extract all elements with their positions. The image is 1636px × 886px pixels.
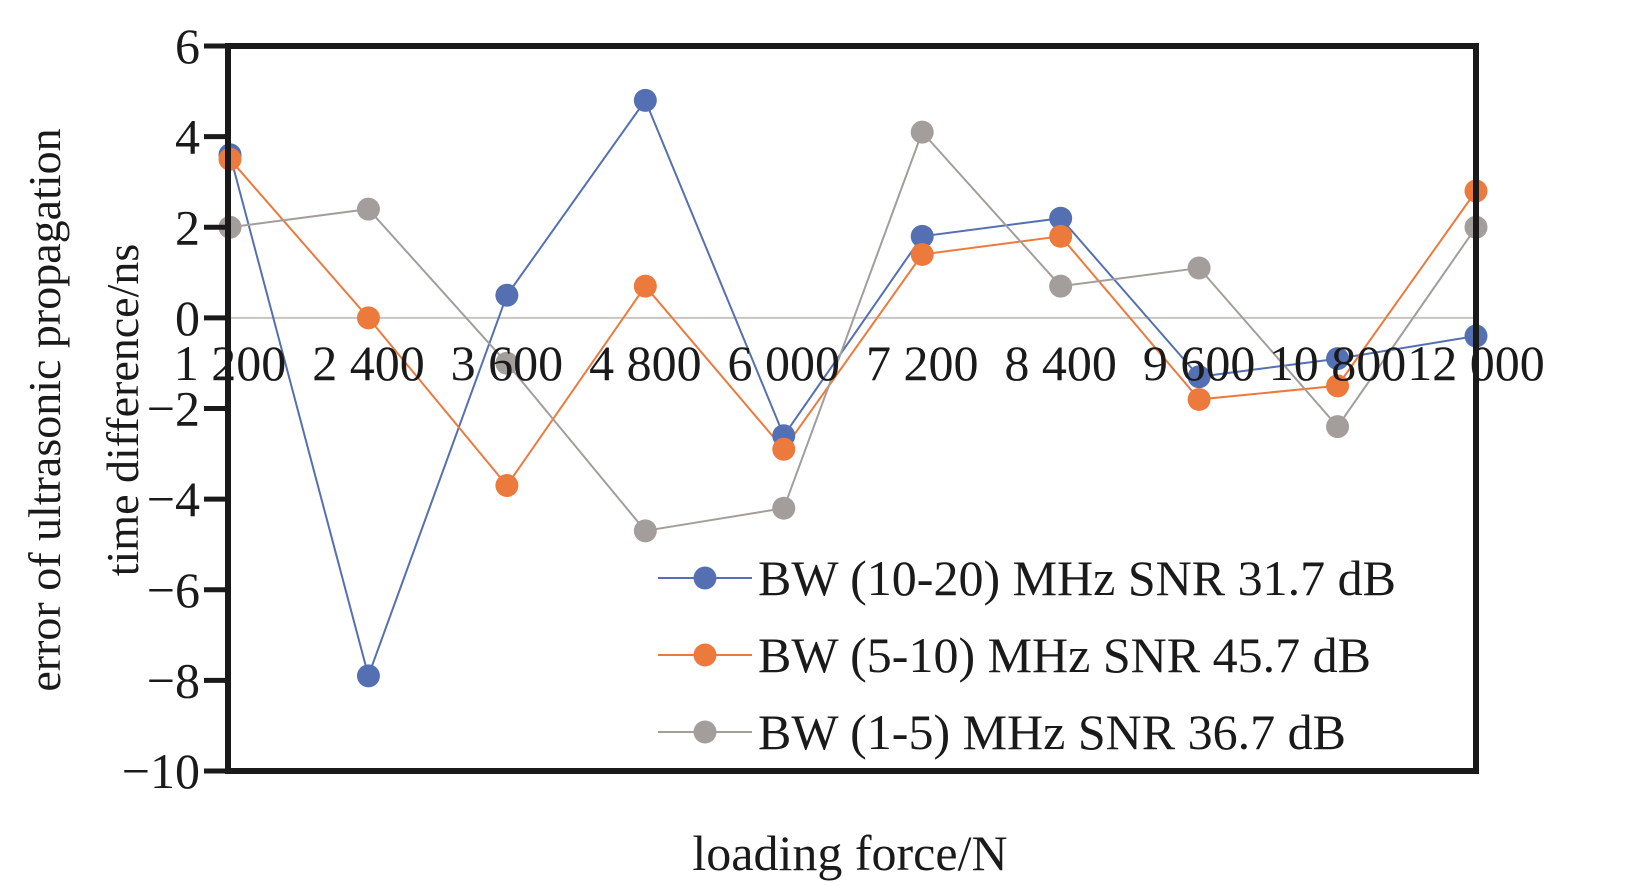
series-line-2	[229, 158, 1477, 488]
series-1-point	[1187, 365, 1211, 389]
y-axis-title: error of ultrasonic propagation time dif…	[19, 128, 148, 691]
legend-entry-1: BW (10-20) MHz SNR 31.7 dB	[658, 550, 1396, 606]
legend-entry-3: BW (1-5) MHz SNR 36.7 dB	[658, 704, 1346, 760]
y-axis-title-line-1: error of ultrasonic propagation	[19, 128, 70, 691]
legend-marker	[693, 720, 717, 744]
series-2-point	[772, 437, 796, 461]
series-2-point	[495, 474, 519, 498]
series-1-point	[910, 224, 934, 248]
series-2-point	[910, 242, 934, 266]
series-layer	[218, 88, 1488, 688]
series-2-point	[356, 306, 380, 330]
x-tick-label: 6 000	[728, 335, 841, 391]
series-3-point	[1049, 274, 1073, 298]
x-tick-label: 7 200	[866, 335, 979, 391]
legend-marker	[693, 566, 717, 590]
y-axis-title-line-2: time difference/ns	[97, 244, 148, 577]
series-1-point	[356, 664, 380, 688]
x-tick-label: 9 600	[1143, 335, 1256, 391]
y-tick-label: −6	[147, 562, 200, 618]
series-3-point	[495, 351, 519, 375]
series-1-point	[495, 283, 519, 307]
x-axis-title: loading force/N	[692, 825, 1007, 881]
series-1-point	[1049, 206, 1073, 230]
y-tick-label: −10	[122, 743, 200, 799]
y-tick-label: 0	[175, 290, 200, 346]
y-tick-label: −2	[147, 381, 200, 437]
legend: BW (10-20) MHz SNR 31.7 dB BW (5-10) MHz …	[658, 550, 1396, 760]
x-tick-labels: 1 200 2 400 3 600 4 800 6 000 7 200 8 400 9 600…	[174, 335, 1545, 391]
series-1-point	[1326, 347, 1350, 371]
series-3-point	[633, 519, 657, 543]
legend-entry-2: BW (5-10) MHz SNR 45.7 dB	[658, 627, 1371, 683]
series-2-point	[1049, 224, 1073, 248]
x-tick-label: 10 800	[1269, 335, 1407, 391]
legend-label: BW (5-10) MHz SNR 45.7 dB	[758, 627, 1371, 683]
series-3-point	[910, 120, 934, 144]
y-tick-marks	[204, 43, 228, 774]
x-tick-label: 4 800	[589, 335, 702, 391]
series-1-point	[633, 88, 657, 112]
series-line-1	[229, 98, 1477, 680]
series-3-point	[1187, 256, 1211, 280]
series-2-point	[1326, 374, 1350, 398]
series-2-point	[633, 274, 657, 298]
x-tick-label: 3 600	[451, 335, 564, 391]
x-tick-label: 2 400	[312, 335, 425, 391]
y-tick-label: 6	[175, 18, 200, 74]
legend-label: BW (10-20) MHz SNR 31.7 dB	[758, 550, 1396, 606]
legend-label: BW (1-5) MHz SNR 36.7 dB	[758, 704, 1346, 760]
series-3-point	[772, 496, 796, 520]
y-tick-label: −4	[147, 471, 200, 527]
series-line-3	[229, 130, 1477, 532]
series-3-point	[1326, 415, 1350, 439]
series-2-point	[1187, 387, 1211, 411]
y-tick-label: 4	[175, 109, 200, 165]
series-3-point	[356, 197, 380, 221]
y-tick-label: −8	[147, 652, 200, 708]
y-tick-labels: −10 −8 −6 −4 −2 0 2 4 6	[122, 18, 200, 799]
x-tick-label: 8 400	[1004, 335, 1117, 391]
y-tick-label: 2	[175, 199, 200, 255]
legend-marker	[693, 643, 717, 667]
